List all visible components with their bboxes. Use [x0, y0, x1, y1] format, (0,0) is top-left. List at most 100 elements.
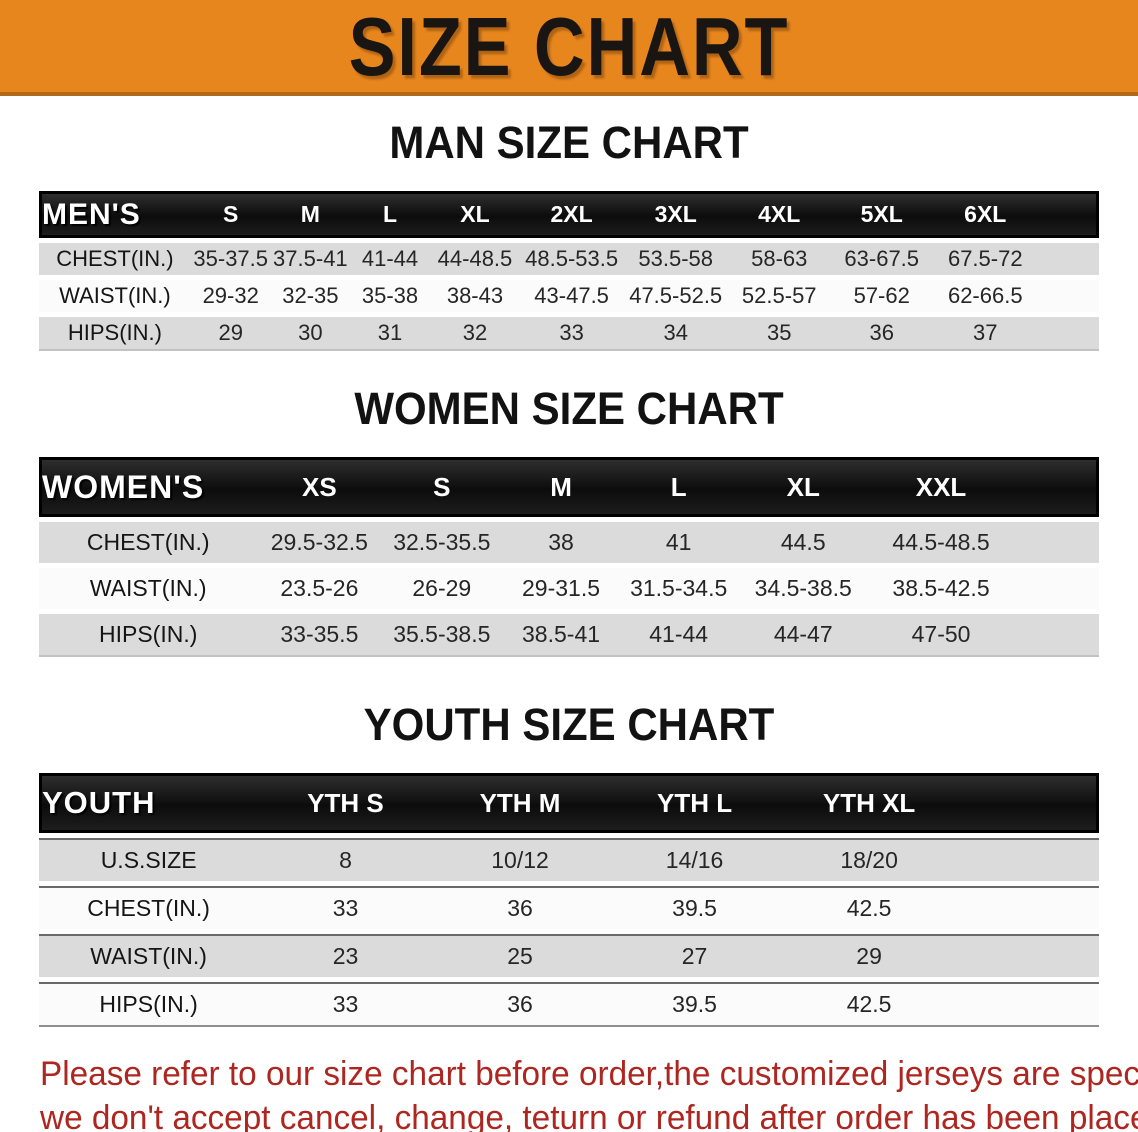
value-cell: 23: [258, 934, 433, 977]
value-cell: 36: [432, 982, 608, 1027]
value-cell: 29: [190, 317, 271, 351]
header-filler-cell: [1013, 457, 1099, 517]
size-column-header: XL: [429, 191, 521, 238]
size-column-header: YTH M: [432, 773, 608, 833]
row-filler-cell: [956, 982, 1099, 1027]
banner-title: SIZE CHART: [348, 0, 790, 93]
value-cell: 44.5-48.5: [868, 522, 1014, 563]
size-column-header: XL: [737, 457, 869, 517]
value-cell: 38: [502, 522, 620, 563]
size-column-header: 3XL: [623, 191, 729, 238]
value-cell: 47-50: [868, 614, 1014, 657]
value-cell: 41-44: [619, 614, 738, 657]
value-cell: 35.5-38.5: [381, 614, 503, 657]
table-group-label: MEN'S: [39, 191, 191, 238]
value-cell: 18/20: [781, 838, 957, 881]
value-cell: 47.5-52.5: [623, 280, 729, 312]
row-filler-cell: [1037, 243, 1099, 275]
size-column-header: 5XL: [830, 191, 934, 238]
row-filler-cell: [956, 838, 1099, 881]
size-column-header: YTH S: [258, 773, 433, 833]
table-header-row: WOMEN'S XS S M L XL XXL: [39, 457, 1099, 517]
size-column-header: S: [381, 457, 503, 517]
table-header-row: MEN'S S M L XL 2XL 3XL 4XL 5XL 6XL: [39, 191, 1099, 238]
size-column-header: M: [270, 191, 351, 238]
value-cell: 42.5: [781, 886, 957, 929]
size-column-header: YTH XL: [781, 773, 957, 833]
header-filler-cell: [956, 773, 1099, 833]
value-cell: 25: [432, 934, 608, 977]
value-cell: 38.5-42.5: [868, 568, 1014, 609]
row-filler-cell: [1037, 280, 1099, 312]
row-filler-cell: [1013, 614, 1099, 657]
value-cell: 48.5-53.5: [520, 243, 624, 275]
women-size-table: WOMEN'S XS S M L XL XXL CHEST(IN.) 29.5-32.5 32.5…: [39, 452, 1099, 662]
measurement-row: U.S.SIZE 8 10/12 14/16 18/20: [39, 838, 1099, 881]
measurement-row: CHEST(IN.) 33 36 39.5 42.5: [39, 886, 1099, 929]
disclaimer-line2: we don't accept cancel, change, teturn o…: [40, 1099, 1138, 1132]
value-cell: 32.5-35.5: [381, 522, 503, 563]
value-cell: 33: [258, 886, 433, 929]
value-cell: 36: [432, 886, 608, 929]
row-filler-cell: [956, 934, 1099, 977]
table-header-row: YOUTH YTH S YTH M YTH L YTH XL: [39, 773, 1099, 833]
value-cell: 44.5: [737, 522, 869, 563]
youth-size-section: YOUTH SIZE CHART YOUTH YTH S YTH M YTH L YTH…: [0, 699, 1138, 1032]
value-cell: 43-47.5: [520, 280, 624, 312]
size-column-header: 4XL: [728, 191, 831, 238]
value-cell: 33: [258, 982, 433, 1027]
value-cell: 63-67.5: [830, 243, 934, 275]
value-cell: 67.5-72: [933, 243, 1038, 275]
row-label: U.S.SIZE: [39, 838, 259, 881]
header-filler-cell: [1037, 191, 1099, 238]
disclaimer: Please refer to our size chart before or…: [40, 1052, 1138, 1132]
value-cell: 58-63: [728, 243, 831, 275]
row-filler-cell: [1013, 568, 1099, 609]
measurement-row: WAIST(IN.) 29-32 32-35 35-38 38-43 43-47.5 47.…: [39, 280, 1099, 312]
value-cell: 32-35: [270, 280, 351, 312]
value-cell: 44-47: [737, 614, 869, 657]
measurement-row: WAIST(IN.) 23.5-26 26-29 29-31.5 31.5-34.5 34…: [39, 568, 1099, 609]
value-cell: 41-44: [350, 243, 430, 275]
value-cell: 33-35.5: [257, 614, 382, 657]
size-column-header: 2XL: [520, 191, 624, 238]
row-label: HIPS(IN.): [39, 614, 258, 657]
measurement-row: WAIST(IN.) 23 25 27 29: [39, 934, 1099, 977]
value-cell: 42.5: [781, 982, 957, 1027]
value-cell: 29: [781, 934, 957, 977]
value-cell: 26-29: [381, 568, 503, 609]
measurement-row: CHEST(IN.) 29.5-32.5 32.5-35.5 38 41 44.5 44.5…: [39, 522, 1099, 563]
value-cell: 53.5-58: [623, 243, 729, 275]
table-group-label: YOUTH: [39, 773, 259, 833]
row-label: CHEST(IN.): [39, 243, 191, 275]
size-column-header: L: [619, 457, 738, 517]
row-filler-cell: [956, 886, 1099, 929]
size-column-header: L: [350, 191, 430, 238]
women-chart-heading: WOMEN SIZE CHART: [354, 383, 784, 434]
value-cell: 33: [520, 317, 624, 351]
value-cell: 37: [933, 317, 1038, 351]
row-filler-cell: [1013, 522, 1099, 563]
row-label: WAIST(IN.): [39, 934, 259, 977]
value-cell: 29-31.5: [502, 568, 620, 609]
measurement-row: HIPS(IN.) 33-35.5 35.5-38.5 38.5-41 41-44 44-…: [39, 614, 1099, 657]
value-cell: 39.5: [607, 886, 782, 929]
value-cell: 39.5: [607, 982, 782, 1027]
value-cell: 29.5-32.5: [257, 522, 382, 563]
value-cell: 44-48.5: [429, 243, 521, 275]
measurement-row: HIPS(IN.) 29 30 31 32 33 34 35 36 37: [39, 317, 1099, 351]
size-column-header: S: [190, 191, 271, 238]
value-cell: 37.5-41: [270, 243, 351, 275]
size-column-header: XXL: [868, 457, 1014, 517]
banner: SIZE CHART: [0, 0, 1138, 96]
size-column-header: 6XL: [933, 191, 1038, 238]
value-cell: 35-38: [350, 280, 430, 312]
men-size-table: MEN'S S M L XL 2XL 3XL 4XL 5XL 6XL CHEST(IN.) 35-37…: [39, 186, 1099, 356]
youth-chart-heading: YOUTH SIZE CHART: [363, 699, 775, 750]
measurement-row: HIPS(IN.) 33 36 39.5 42.5: [39, 982, 1099, 1027]
value-cell: 38.5-41: [502, 614, 620, 657]
row-label: CHEST(IN.): [39, 886, 259, 929]
women-size-section: WOMEN SIZE CHART WOMEN'S XS S M L XL XXL CHEST(…: [0, 383, 1138, 662]
value-cell: 52.5-57: [728, 280, 831, 312]
men-chart-heading: MAN SIZE CHART: [389, 117, 749, 168]
